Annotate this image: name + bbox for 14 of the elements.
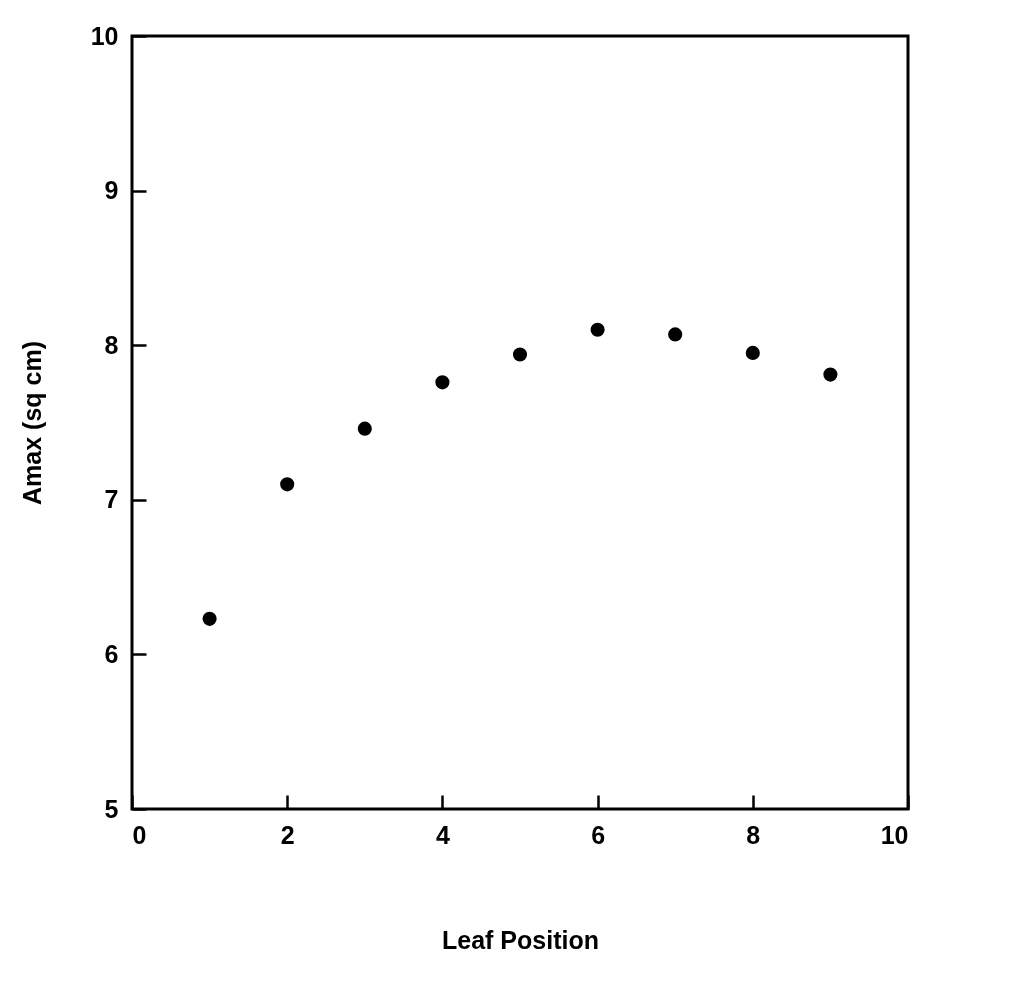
y-tick-label: 6 xyxy=(104,639,119,668)
y-axis-title: Amax (sq cm) xyxy=(17,341,46,505)
y-tick-label: 10 xyxy=(90,21,119,50)
x-tick-label: 4 xyxy=(435,820,450,849)
y-tick-label: 5 xyxy=(104,794,119,823)
x-tick-label: 0 xyxy=(132,820,147,849)
y-tick-label: 8 xyxy=(104,330,119,359)
x-tick-label: 8 xyxy=(746,820,761,849)
x-tick-label: 6 xyxy=(591,820,606,849)
x-axis-title: Leaf Position xyxy=(442,925,599,954)
y-tick-label: 7 xyxy=(104,485,119,514)
y-tick-label: 9 xyxy=(104,176,119,205)
x-tick-label: 10 xyxy=(880,820,909,849)
x-tick-label: 2 xyxy=(280,820,295,849)
